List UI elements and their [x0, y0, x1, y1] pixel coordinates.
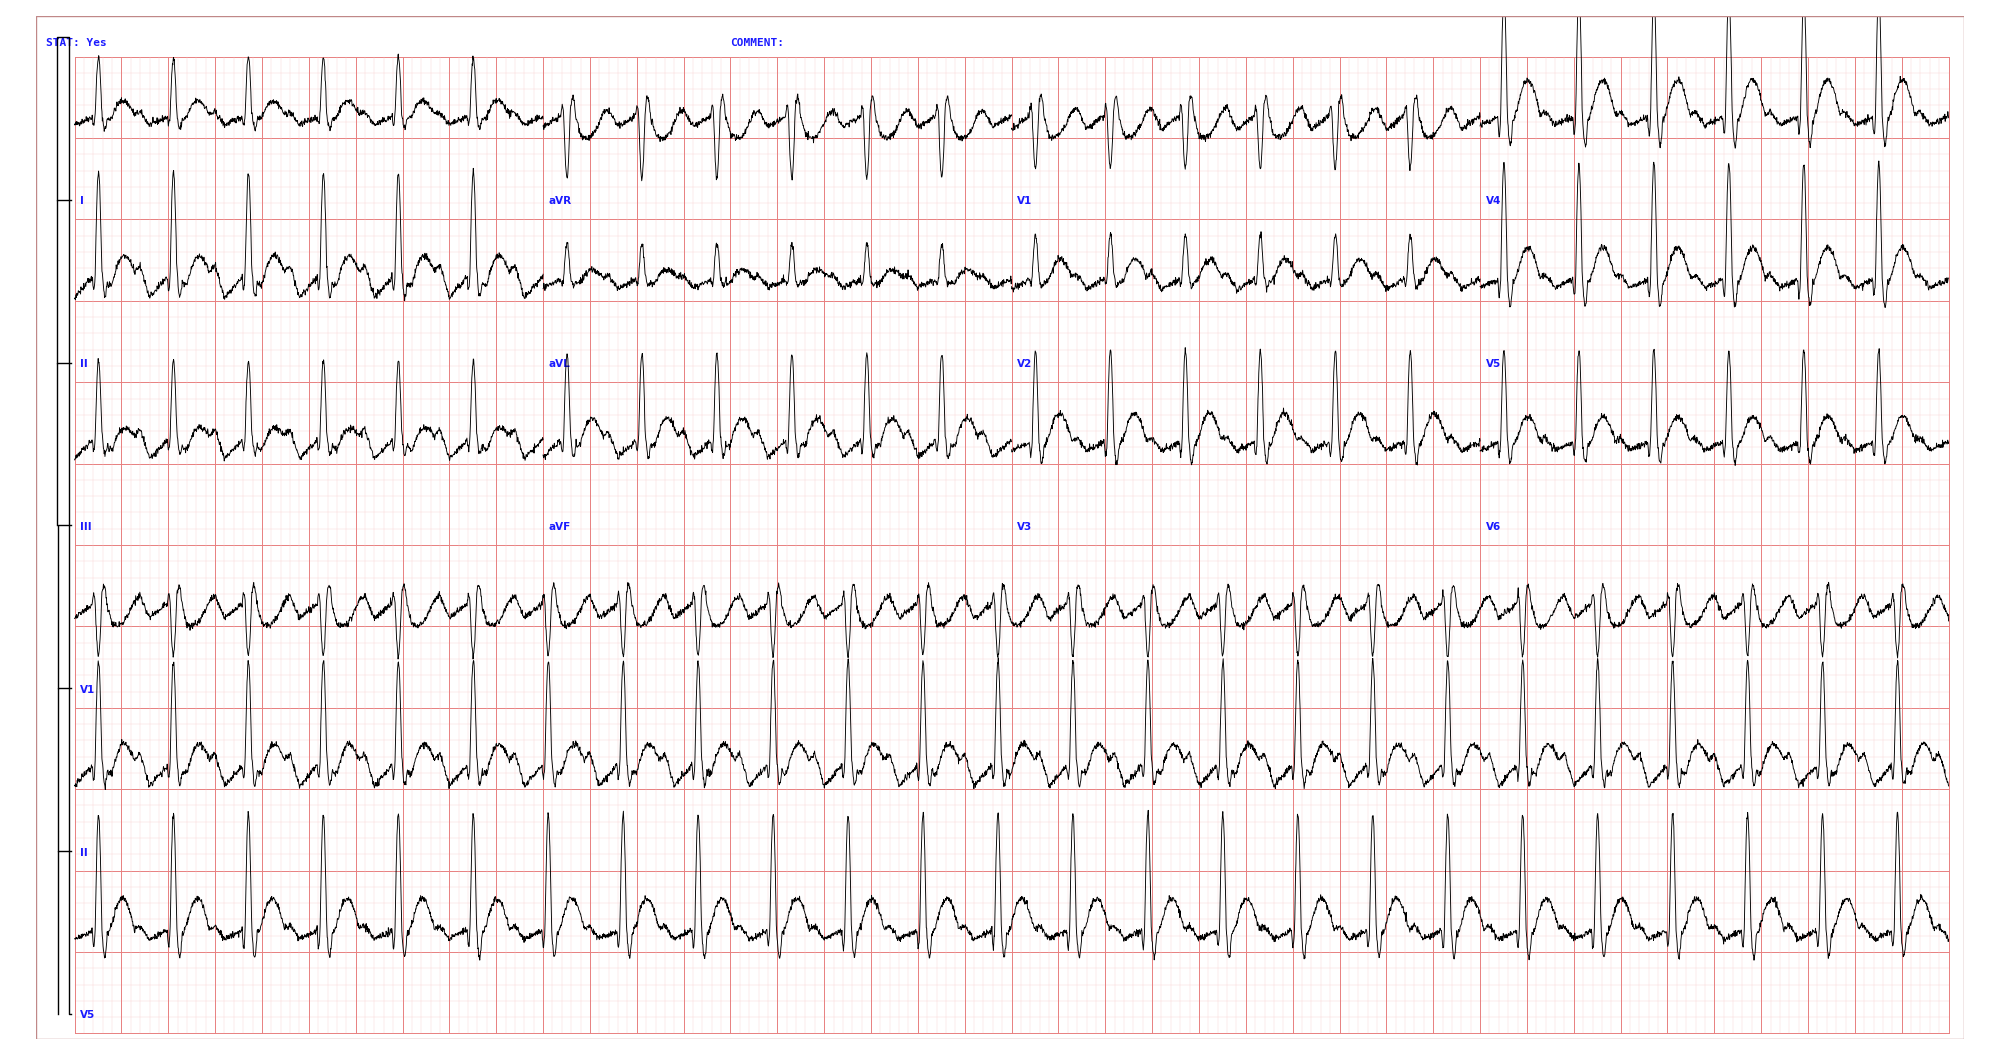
Text: V3: V3: [1018, 522, 1032, 532]
Text: I: I: [80, 196, 84, 207]
Text: V5: V5: [1486, 359, 1502, 369]
Text: V5: V5: [80, 1010, 96, 1021]
Text: II: II: [80, 848, 88, 858]
Text: V1: V1: [80, 685, 96, 694]
Text: COMMENT:: COMMENT:: [730, 38, 784, 48]
Text: STAT: Yes: STAT: Yes: [46, 38, 106, 48]
Text: V4: V4: [1486, 196, 1502, 207]
Text: aVR: aVR: [548, 196, 572, 207]
Text: II: II: [80, 359, 88, 369]
Text: V2: V2: [1018, 359, 1032, 369]
Text: aVL: aVL: [548, 359, 570, 369]
Text: V1: V1: [1018, 196, 1032, 207]
Text: III: III: [80, 522, 92, 532]
Text: aVF: aVF: [548, 522, 572, 532]
Text: V6: V6: [1486, 522, 1502, 532]
